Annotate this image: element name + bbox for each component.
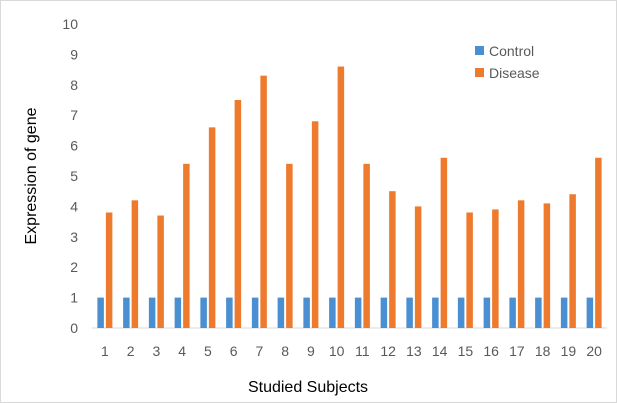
x-tick-label: 19: [561, 343, 577, 359]
x-tick-label: 13: [406, 343, 422, 359]
bar-control-15: [457, 297, 465, 328]
x-tick-label: 4: [178, 343, 186, 359]
bar-control-4: [174, 297, 182, 328]
bar-disease-7: [260, 75, 267, 329]
bar-disease-12: [389, 191, 396, 328]
bar-control-9: [303, 297, 310, 328]
bar-disease-10: [337, 66, 345, 328]
legend-swatch-disease: [475, 68, 484, 77]
y-tick-label: 0: [70, 320, 78, 336]
bar-disease-1: [105, 212, 113, 328]
bar-disease-14: [440, 157, 448, 328]
x-tick-label: 18: [535, 343, 551, 359]
x-tick-label: 5: [204, 343, 212, 359]
bar-disease-5: [208, 127, 216, 328]
bar-control-3: [148, 297, 156, 328]
bar-disease-6: [234, 100, 242, 328]
bar-disease-16: [492, 209, 499, 328]
bar-control-16: [483, 297, 491, 328]
x-tick-label: 11: [355, 343, 370, 359]
bar-control-5: [200, 297, 207, 328]
x-tick-label: 2: [127, 343, 135, 359]
bar-disease-2: [131, 200, 139, 328]
x-tick-label: 8: [281, 343, 289, 359]
y-tick-label: 5: [70, 168, 78, 184]
y-tick-label: 6: [70, 138, 78, 154]
bar-control-10: [329, 297, 336, 328]
bar-disease-13: [414, 206, 422, 328]
x-tick-label: 9: [307, 343, 315, 359]
bar-disease-20: [595, 157, 602, 328]
x-tick-label: 15: [458, 343, 474, 359]
bar-control-20: [586, 297, 594, 328]
y-tick-label: 10: [62, 16, 78, 32]
x-tick-label: 7: [255, 343, 263, 359]
y-tick-labels: 0 1 2 3 4 5 6 7 8 9 10: [62, 16, 78, 336]
legend: Control Disease: [475, 43, 540, 81]
x-tick-labels: 1 2 3 4 5 6 7 8 9 10 11 12 13 14 15 16 17 18 19 20: [101, 343, 602, 359]
x-tick-label: 17: [509, 343, 525, 359]
bar-control-17: [509, 297, 516, 328]
bar-disease-15: [466, 212, 473, 328]
y-axis-title: Expression of gene: [23, 107, 40, 244]
bar-control-6: [226, 297, 233, 328]
bar-control-7: [251, 297, 259, 328]
y-tick-label: 4: [70, 198, 78, 214]
bar-disease-19: [569, 194, 576, 328]
bar-disease-9: [311, 121, 319, 328]
x-tick-label: 3: [152, 343, 160, 359]
bars: [97, 66, 602, 329]
bar-disease-11: [363, 163, 370, 328]
y-tick-label: 9: [70, 46, 78, 62]
bar-disease-8: [286, 163, 293, 328]
x-tick-label: 20: [586, 343, 602, 359]
bar-disease-17: [517, 200, 525, 328]
bar-disease-18: [543, 203, 551, 328]
y-tick-label: 7: [70, 107, 78, 123]
legend-label-control: Control: [489, 43, 534, 59]
bar-control-19: [560, 297, 568, 328]
x-tick-label: 14: [432, 343, 448, 359]
y-tick-label: 8: [70, 77, 78, 93]
y-tick-label: 2: [70, 259, 78, 275]
bar-disease-4: [183, 163, 190, 328]
x-tick-label: 10: [329, 343, 345, 359]
bar-control-14: [432, 297, 439, 328]
bar-control-11: [354, 297, 362, 328]
bar-control-8: [277, 297, 285, 328]
x-tick-label: 1: [101, 343, 109, 359]
legend-label-disease: Disease: [489, 65, 540, 81]
x-axis-title: Studied Subjects: [248, 379, 368, 396]
x-tick-label: 16: [483, 343, 499, 359]
bar-control-1: [97, 297, 104, 328]
bar-control-18: [535, 297, 542, 328]
y-tick-label: 1: [70, 290, 78, 306]
bar-control-13: [406, 297, 413, 328]
x-tick-label: 6: [230, 343, 238, 359]
legend-swatch-control: [475, 46, 484, 55]
x-tick-label: 12: [380, 343, 396, 359]
bar-control-2: [123, 297, 130, 328]
bar-control-12: [380, 297, 388, 328]
y-tick-label: 3: [70, 229, 78, 245]
bar-disease-3: [157, 215, 164, 328]
